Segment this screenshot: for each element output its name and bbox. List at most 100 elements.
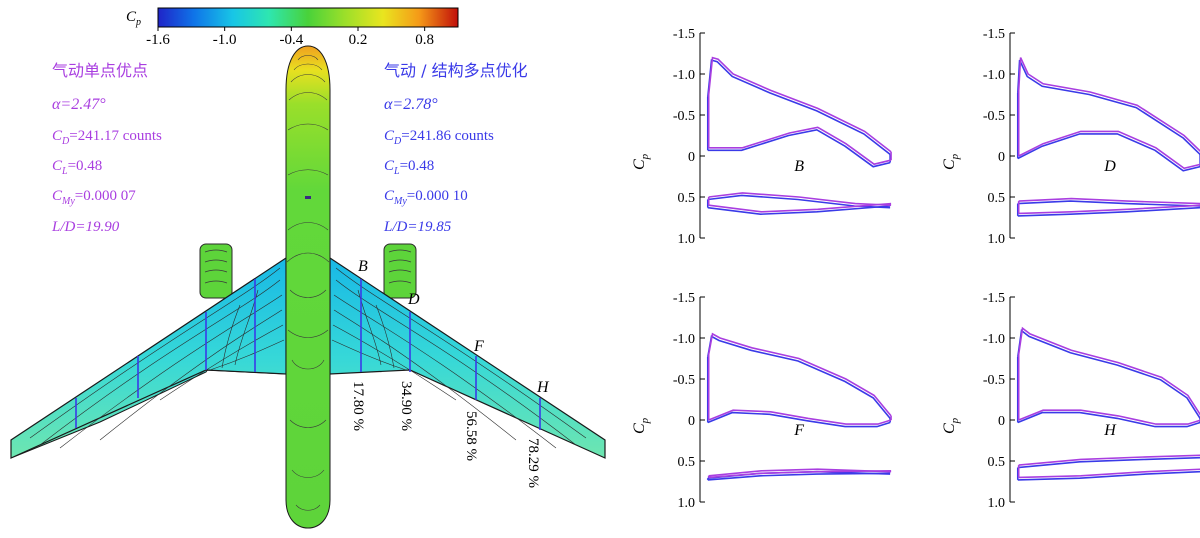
cp-curve-multipoint-lower [707,194,891,209]
cp-y-tick-label: 0.5 [678,191,696,206]
colorbar-tick-label: -1.6 [146,32,170,48]
left-case-alpha: α=2.47° [52,96,106,113]
colorbar-ticks: -1.6 -1.0 -0.4 0.2 0.8 [146,27,434,48]
cp-curve-singlepoint-upper [1017,57,1200,152]
section-label-H: H [536,379,550,396]
section-label-F: F [473,338,484,355]
cp-panel-B: -1.5 -1.0 -0.5 0 0.5 1.0 Cp B [631,27,892,247]
right-case-title: 气动 / 结构多点优化 [384,61,528,80]
section-label-D: D [407,291,420,308]
cp-curve-multipoint-lower-2 [1017,206,1200,217]
cp-curve-multipoint-lower [707,472,891,481]
right-case-cl: CL=0.48 [384,158,434,177]
right-case-block: 气动 / 结构多点优化 α=2.78° CD=241.86 counts CL=… [383,61,528,235]
cp-y-tick-label: -1.5 [673,291,695,306]
right-case-alpha: α=2.78° [384,96,438,113]
left-case-ld: L/D=19.90 [51,219,120,235]
cp-curve-singlepoint-lower-2 [708,202,892,213]
colorbar-tick-label: 0.8 [415,32,434,48]
cp-y-tick-label: -1.0 [983,332,1005,347]
span-percent-3: 56.58 % [463,411,479,461]
cp-section-label: D [1103,158,1116,175]
left-engine [199,243,233,299]
left-case-cmy: CMy=0.000 07 [52,188,136,207]
right-case-ld: L/D=19.85 [383,219,452,235]
colorbar-tick-label: -1.0 [213,32,237,48]
fuselage-isobars [286,55,330,511]
cp-axis-label: Cp [941,153,961,170]
cp-axis-label: Cp [631,153,651,170]
cp-y-tick-label: 0 [998,414,1005,429]
cp-section-label: F [793,422,804,439]
cp-curve-multipoint-upper [707,335,891,419]
cp-curve-singlepoint-middle [708,409,892,425]
cp-panel-D: -1.5 -1.0 -0.5 0 0.5 1.0 Cp D [941,27,1200,247]
colorbar-gradient [157,7,459,28]
left-case-cd: CD=241.17 counts [52,128,162,147]
cp-y-tick-label: -1.5 [673,27,695,42]
cp-axis-label: Cp [631,417,651,434]
cp-y-tick-label: 1.0 [678,496,696,511]
cp-y-tick-label: 0 [998,150,1005,165]
cp-y-tick-label: -1.0 [673,332,695,347]
cp-panel-F: -1.5 -1.0 -0.5 0 0.5 1.0 Cp F [631,291,892,511]
fuselage-marker [305,196,311,199]
colorbar-tick-label: 0.2 [349,32,368,48]
right-case-cmy: CMy=0.000 10 [384,188,468,207]
cp-y-tick-label: 0.5 [678,455,696,470]
cp-y-tick-label: 0.5 [988,455,1006,470]
cp-y-tick-label: -1.5 [983,27,1005,42]
cp-y-tick-label: 0 [688,150,695,165]
cp-y-tick-label: -1.0 [983,68,1005,83]
colorbar: Cp -1.6 -1.0 -0.4 0.2 0.8 [126,7,459,48]
cp-curve-singlepoint-upper [707,332,892,417]
cp-curve-multipoint-upper [1017,59,1200,155]
cp-curve-multipoint-lower-2 [1017,470,1200,481]
cp-curve-singlepoint-middle [1018,130,1200,170]
cp-axis-label: Cp [941,417,961,434]
cp-curve-singlepoint-lower [1018,197,1200,205]
left-wing-surface [10,256,287,459]
cp-curve-singlepoint-upper [1017,326,1200,416]
cp-section-label: H [1103,422,1117,439]
cp-panel-H: -1.5 -1.0 -0.5 0 0.5 1.0 Cp H [941,291,1200,511]
colorbar-tick-label: -0.4 [279,32,303,48]
cp-curve-singlepoint-lower [1018,454,1200,466]
cp-curve-multipoint-lower [1017,200,1200,207]
cp-curve-multipoint-middle [707,411,891,428]
cp-y-tick-label: 1.0 [988,232,1006,247]
cp-section-label: B [794,158,804,175]
section-cuts [75,279,541,430]
cp-y-tick-label: 0 [688,414,695,429]
section-label-B: B [358,258,368,275]
colorbar-title: Cp [126,9,141,28]
right-case-cd: CD=241.86 counts [384,128,494,147]
span-percent-1: 17.80 % [350,381,366,431]
cp-y-tick-label: -1.5 [983,291,1005,306]
cp-curve-singlepoint-upper [707,56,892,153]
cp-curve-singlepoint-lower-2 [1018,468,1200,479]
cp-y-tick-label: 1.0 [988,496,1006,511]
cp-y-tick-label: -0.5 [983,109,1005,124]
span-percent-2: 34.90 % [398,381,414,431]
cp-curve-singlepoint-middle [1018,409,1200,425]
cp-curve-singlepoint-lower-2 [1018,204,1200,215]
left-case-title: 气动单点优点 [52,61,148,80]
span-percent-4: 78.29 % [525,438,541,488]
fuselage [285,45,331,529]
cp-curve-multipoint-lower-2 [707,205,891,216]
right-engine [383,243,417,299]
cp-curve-multipoint-middle [1017,411,1200,428]
cp-curve-multipoint-lower [1017,456,1200,469]
cp-curve-multipoint-middle [707,128,891,168]
cp-panels: -1.5 -1.0 -0.5 0 0.5 1.0 Cp B -1.5 -1.0 -0.5 0 0.5 1.… [631,27,1200,511]
cp-curve-multipoint-upper [1017,329,1200,419]
cp-y-tick-label: -0.5 [673,109,695,124]
left-case-cl: CL=0.48 [52,158,102,177]
cp-y-tick-label: -0.5 [673,373,695,388]
cp-curve-singlepoint-lower [708,192,892,206]
cp-y-tick-label: 1.0 [678,232,696,247]
cp-y-tick-label: 0.5 [988,191,1006,206]
aircraft-planform: B D F H 17.80 % 34.90 % 56.58 % 78.29 % [10,45,606,529]
